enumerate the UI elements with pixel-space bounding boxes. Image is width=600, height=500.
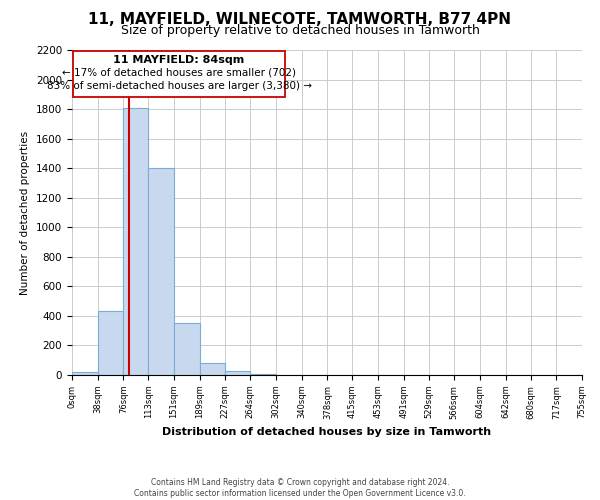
Text: Contains HM Land Registry data © Crown copyright and database right 2024.
Contai: Contains HM Land Registry data © Crown c… xyxy=(134,478,466,498)
Text: 11 MAYFIELD: 84sqm: 11 MAYFIELD: 84sqm xyxy=(113,55,245,65)
X-axis label: Distribution of detached houses by size in Tamworth: Distribution of detached houses by size … xyxy=(163,427,491,437)
FancyBboxPatch shape xyxy=(73,50,285,96)
Bar xyxy=(226,372,250,375)
Bar xyxy=(250,374,276,375)
Bar xyxy=(148,168,174,375)
Bar xyxy=(124,108,148,375)
Text: ← 17% of detached houses are smaller (702): ← 17% of detached houses are smaller (70… xyxy=(62,68,296,78)
Bar xyxy=(200,363,226,375)
Bar xyxy=(174,324,200,375)
Text: 11, MAYFIELD, WILNECOTE, TAMWORTH, B77 4PN: 11, MAYFIELD, WILNECOTE, TAMWORTH, B77 4… xyxy=(89,12,511,28)
Text: 83% of semi-detached houses are larger (3,380) →: 83% of semi-detached houses are larger (… xyxy=(47,81,311,91)
Text: Size of property relative to detached houses in Tamworth: Size of property relative to detached ho… xyxy=(121,24,479,37)
Bar xyxy=(72,372,98,375)
Y-axis label: Number of detached properties: Number of detached properties xyxy=(20,130,31,294)
Bar xyxy=(98,312,124,375)
